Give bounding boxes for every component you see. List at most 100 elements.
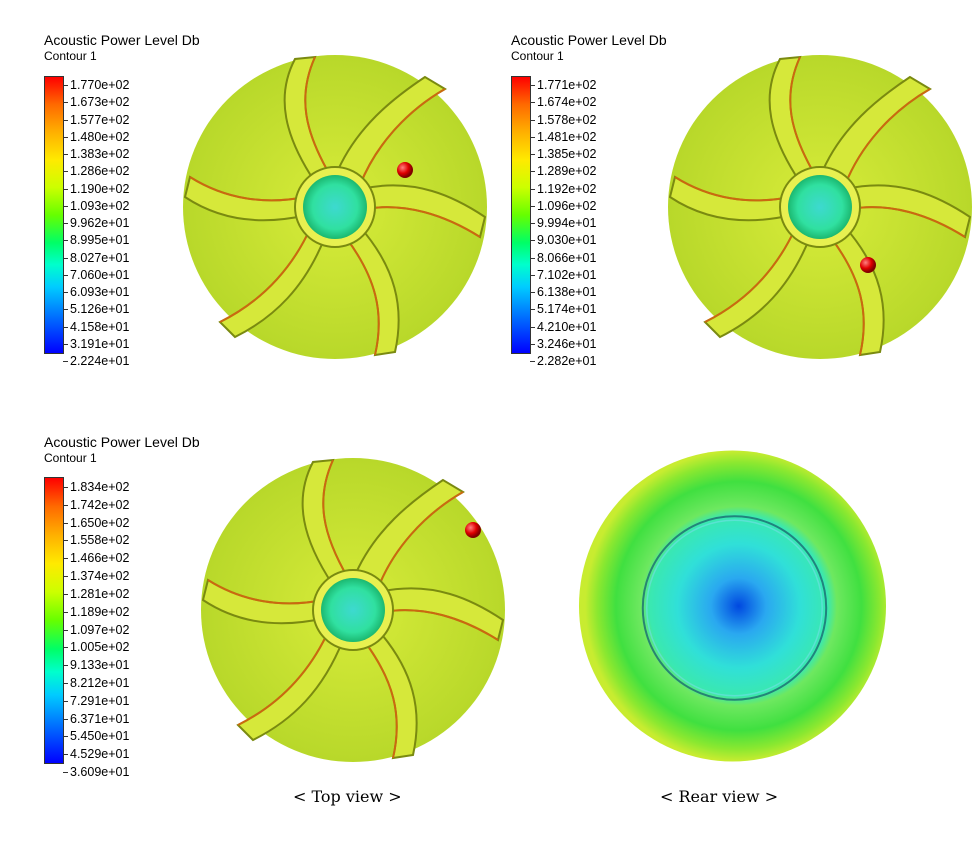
tick-label: 7.060e+01 — [70, 267, 130, 282]
tick-label: 9.962e+01 — [70, 216, 130, 230]
tick-label: 1.286e+02 — [70, 164, 130, 179]
tick-mark — [63, 593, 68, 595]
tick-label: 5.174e+01 — [537, 302, 597, 317]
tick-label: 1.578e+02 — [537, 112, 597, 127]
tick-mark — [530, 292, 535, 293]
tick-label: 1.674e+02 — [537, 95, 597, 110]
tick-label: 1.577e+02 — [70, 112, 130, 127]
tick-label: 1.480e+02 — [70, 129, 130, 144]
tick-label: 5.450e+01 — [70, 729, 130, 744]
tick-label: 2.282e+01 — [537, 354, 597, 368]
tick-label: 6.371e+01 — [70, 711, 130, 726]
marker-dot — [860, 257, 876, 273]
tick-mark — [63, 611, 68, 613]
tick-mark — [530, 326, 535, 328]
tick-mark — [63, 629, 68, 631]
tick-label: 9.133e+01 — [70, 658, 130, 673]
caption-top-view: < Top view > — [293, 787, 402, 806]
tick-mark — [63, 682, 68, 684]
tick-mark — [530, 102, 535, 104]
tick-label: 1.466e+02 — [70, 551, 130, 566]
tick-mark — [63, 85, 68, 86]
colorbar — [44, 76, 64, 354]
tick-mark — [63, 522, 68, 524]
tick-label: 1.742e+02 — [70, 497, 130, 512]
tick-label: 2.224e+01 — [70, 354, 130, 368]
legend-title: Acoustic Power Level Db — [511, 32, 667, 48]
tick-mark — [63, 309, 68, 311]
tick-label: 3.246e+01 — [537, 336, 597, 351]
tick-mark — [530, 188, 535, 190]
tick-label: 9.030e+01 — [537, 233, 597, 248]
legend-title: Acoustic Power Level Db — [44, 434, 200, 450]
tick-mark — [530, 361, 535, 362]
tick-mark — [63, 119, 68, 121]
tick-label: 1.189e+02 — [70, 604, 130, 619]
rear-view-disk — [578, 450, 887, 762]
impeller-top-view-2 — [667, 54, 973, 360]
tick-mark — [63, 772, 68, 773]
tick-label: 1.289e+02 — [537, 164, 597, 179]
tick-label: 9.994e+01 — [537, 216, 597, 230]
tick-label: 6.138e+01 — [537, 285, 597, 299]
marker-dot — [397, 162, 413, 178]
tick-mark — [530, 309, 535, 311]
tick-mark — [63, 154, 68, 155]
tick-label: 4.210e+01 — [537, 319, 597, 334]
tick-label: 8.995e+01 — [70, 233, 130, 248]
tick-mark — [63, 257, 68, 259]
tick-mark — [63, 223, 68, 224]
tick-label: 1.481e+02 — [537, 129, 597, 144]
tick-mark — [530, 85, 535, 86]
tick-label: 1.673e+02 — [70, 95, 130, 110]
tick-label: 1.192e+02 — [537, 181, 597, 196]
tick-label: 4.158e+01 — [70, 319, 130, 334]
tick-label: 1.005e+02 — [70, 640, 130, 655]
tick-mark — [63, 205, 68, 207]
legend-subtitle: Contour 1 — [44, 451, 97, 465]
tick-mark — [530, 274, 535, 276]
impeller-top-view-1 — [182, 54, 488, 360]
tick-label: 3.191e+01 — [70, 336, 130, 351]
tick-mark — [63, 558, 68, 560]
tick-label: 7.102e+01 — [537, 267, 597, 282]
tick-label: 1.097e+02 — [70, 622, 130, 637]
tick-mark — [63, 102, 68, 104]
tick-mark — [63, 504, 68, 506]
tick-label: 1.770e+02 — [70, 78, 130, 92]
tick-mark — [530, 119, 535, 121]
tick-label: 3.609e+01 — [70, 765, 130, 779]
tick-mark — [530, 223, 535, 224]
tick-mark — [63, 136, 68, 138]
marker-dot — [465, 522, 481, 538]
tick-mark — [63, 540, 68, 542]
caption-rear-view: < Rear view > — [660, 787, 779, 806]
tick-label: 4.529e+01 — [70, 747, 130, 762]
colorbar — [44, 477, 64, 764]
tick-mark — [530, 205, 535, 207]
tick-mark — [530, 136, 535, 138]
tick-label: 1.096e+02 — [537, 198, 597, 213]
tick-label: 1.650e+02 — [70, 515, 130, 530]
tick-label: 1.383e+02 — [70, 147, 130, 161]
impeller-top-view-3 — [200, 457, 506, 763]
tick-label: 1.834e+02 — [70, 480, 130, 494]
tick-label: 1.093e+02 — [70, 198, 130, 213]
tick-mark — [63, 292, 68, 293]
tick-label: 1.558e+02 — [70, 533, 130, 548]
legend-subtitle: Contour 1 — [44, 49, 97, 63]
tick-mark — [63, 240, 68, 242]
tick-label: 5.126e+01 — [70, 302, 130, 317]
tick-mark — [63, 361, 68, 362]
tick-label: 1.281e+02 — [70, 586, 130, 601]
tick-mark — [63, 718, 68, 720]
tick-mark — [63, 274, 68, 276]
tick-mark — [63, 171, 68, 173]
tick-mark — [63, 576, 68, 578]
tick-mark — [530, 240, 535, 242]
tick-label: 8.027e+01 — [70, 250, 130, 265]
tick-mark — [63, 326, 68, 328]
tick-label: 1.374e+02 — [70, 569, 130, 584]
tick-label: 8.212e+01 — [70, 675, 130, 690]
tick-mark — [63, 188, 68, 190]
